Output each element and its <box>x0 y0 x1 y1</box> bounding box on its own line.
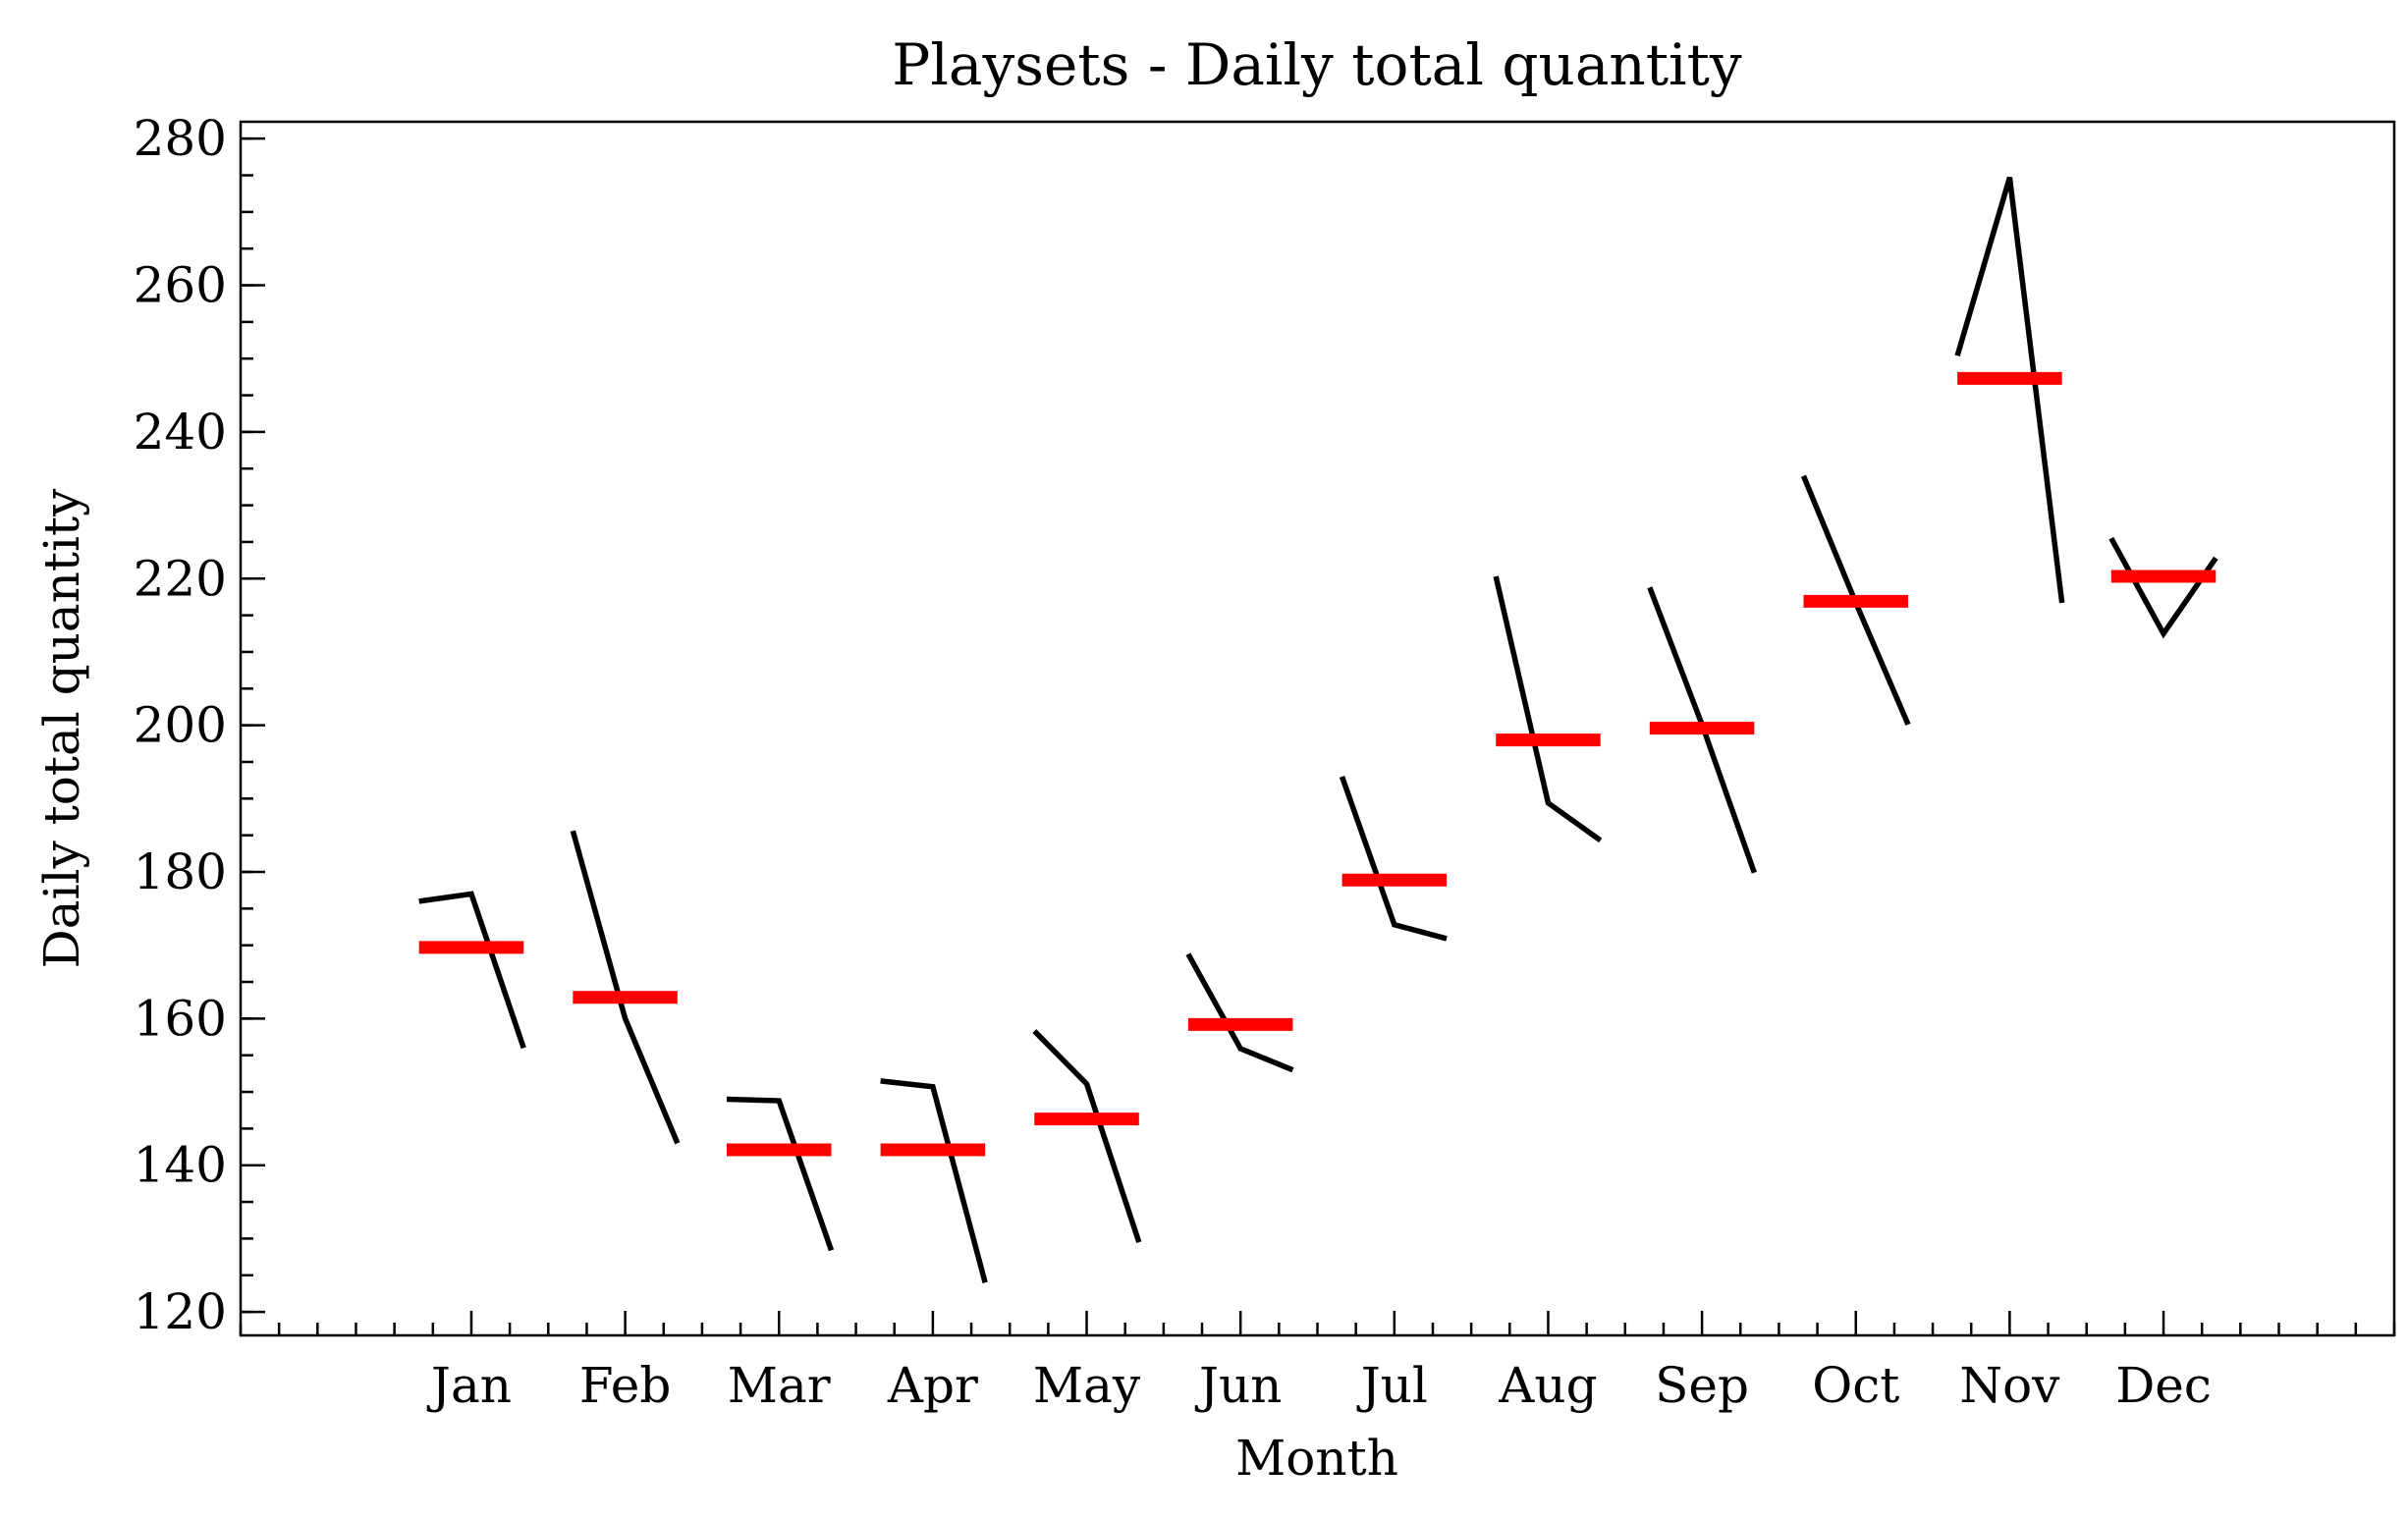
month-line <box>880 1078 988 1283</box>
x-tick-label: Jan <box>426 1357 512 1414</box>
x-tick-label: Sep <box>1655 1357 1749 1414</box>
y-tick-label: 200 <box>134 697 227 754</box>
y-tick-label: 260 <box>134 257 227 314</box>
month-line <box>1032 1029 1142 1244</box>
month-line <box>570 830 681 1145</box>
x-tick-label: May <box>1033 1357 1141 1414</box>
y-tick-label: 220 <box>134 550 227 607</box>
month-line <box>1493 575 1603 843</box>
month-line <box>418 891 526 1050</box>
y-axis-label: Daily total quantity <box>33 488 90 968</box>
y-tick-label: 180 <box>134 843 227 900</box>
month-line <box>1954 176 2065 604</box>
x-tick-label: Aug <box>1498 1357 1597 1414</box>
month-line <box>1185 952 1294 1073</box>
x-tick-label: Jun <box>1194 1357 1282 1414</box>
x-tick-label: Jul <box>1356 1357 1428 1414</box>
x-tick-label: Oct <box>1812 1357 1899 1414</box>
x-tick-label: Dec <box>2115 1357 2212 1414</box>
chart-title: Playsets - Daily total quantity <box>892 31 1742 98</box>
month-line <box>1339 776 1448 942</box>
x-tick-label: Apr <box>887 1357 978 1414</box>
x-tick-label: Mar <box>728 1357 831 1414</box>
plot-frame <box>239 120 2396 1337</box>
y-tick-label: 120 <box>134 1283 227 1340</box>
x-tick-label: Nov <box>1959 1357 2060 1414</box>
month-line <box>726 1096 835 1252</box>
x-axis-label: Month <box>1235 1430 1398 1487</box>
y-tick-label: 160 <box>134 990 227 1047</box>
y-tick-label: 240 <box>134 404 227 461</box>
y-tick-label: 280 <box>134 110 227 167</box>
y-tick-label: 140 <box>134 1137 227 1194</box>
x-tick-label: Feb <box>579 1357 672 1414</box>
